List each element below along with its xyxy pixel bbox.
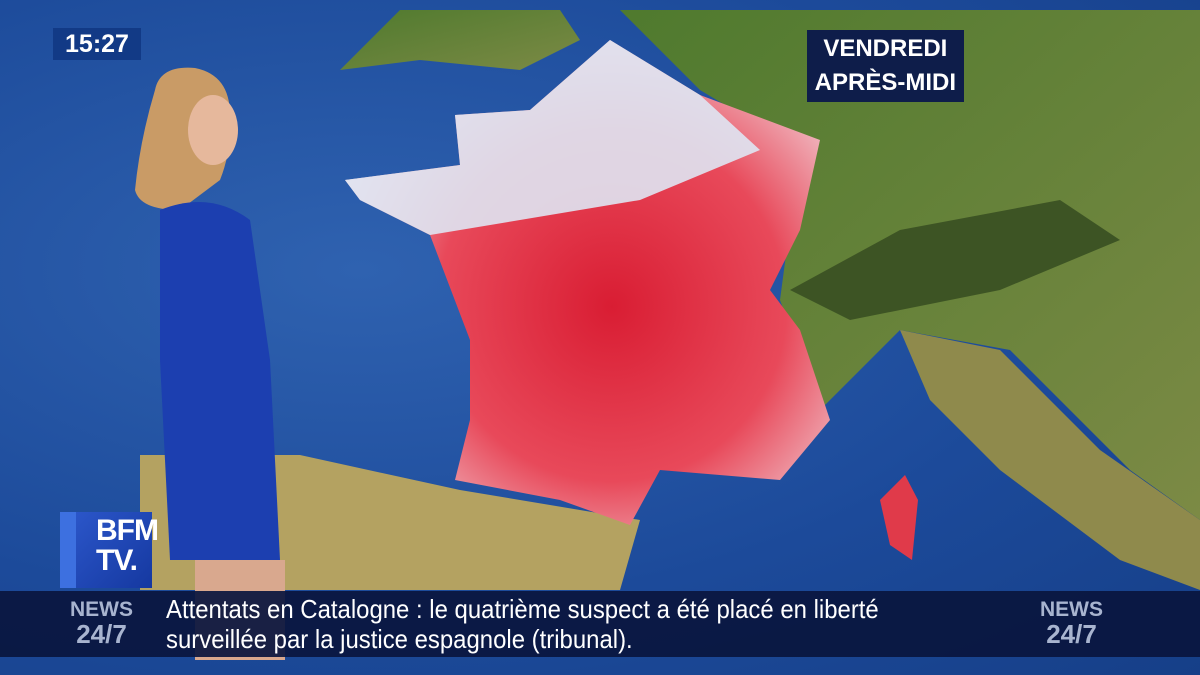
ticker-headline: Attentats en Catalogne : le quatrième su…	[166, 594, 879, 654]
corsica	[880, 475, 918, 560]
forecast-period: APRÈS-MIDI	[814, 69, 956, 96]
badge-line1: NEWS	[70, 598, 133, 621]
logo-line1: BFM	[96, 514, 159, 547]
headline-line1: Attentats en Catalogne : le quatrième su…	[166, 594, 879, 624]
forecast-period-label: VENDREDI APRÈS-MIDI	[806, 30, 964, 102]
clock: 15:27	[53, 28, 141, 60]
forecast-day: VENDREDI	[823, 35, 948, 62]
news-24-7-badge-right: NEWS 24/7	[1040, 598, 1103, 649]
news-ticker: NEWS 24/7 Attentats en Catalogne : le qu…	[0, 591, 1200, 657]
bfmtv-logo: BFM TV.	[60, 512, 159, 588]
france-north-cool-zone	[345, 40, 760, 235]
headline-line2: surveillée par la justice espagnole (tri…	[166, 624, 633, 654]
alps	[790, 200, 1120, 320]
badge-line2: 24/7	[76, 619, 127, 649]
news-24-7-badge-left: NEWS 24/7	[70, 598, 133, 649]
badge-line2: 24/7	[1046, 619, 1097, 649]
land-uk	[340, 10, 580, 70]
logo-line2: TV.	[96, 544, 138, 577]
badge-line1: NEWS	[1040, 598, 1103, 621]
presenter	[135, 67, 285, 660]
land-italy	[900, 330, 1200, 590]
